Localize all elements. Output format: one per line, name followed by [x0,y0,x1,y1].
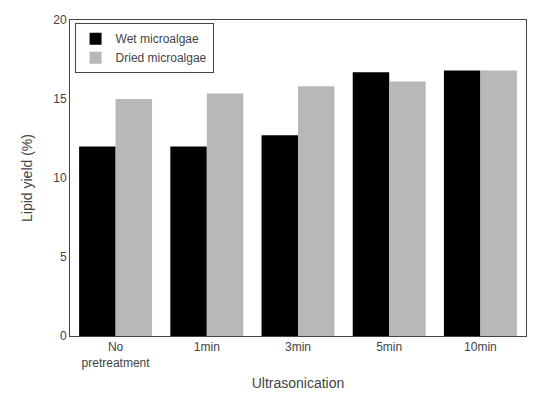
svg-text:Dried microalgae: Dried microalgae [116,51,207,65]
svg-text:Ultrasonication: Ultrasonication [252,375,345,391]
svg-text:10min: 10min [464,340,497,354]
svg-text:0: 0 [60,329,67,343]
svg-text:Nopretreatment: Nopretreatment [82,340,151,370]
svg-text:5: 5 [60,250,67,264]
svg-text:1min: 1min [194,340,220,354]
svg-text:5min: 5min [376,340,402,354]
svg-text:Wet microalgae: Wet microalgae [116,32,199,46]
svg-text:Lipid yield (%): Lipid yield (%) [19,134,35,222]
svg-text:3min: 3min [285,340,311,354]
svg-text:10: 10 [53,171,67,185]
svg-text:15: 15 [53,92,67,106]
svg-text:20: 20 [53,13,67,27]
